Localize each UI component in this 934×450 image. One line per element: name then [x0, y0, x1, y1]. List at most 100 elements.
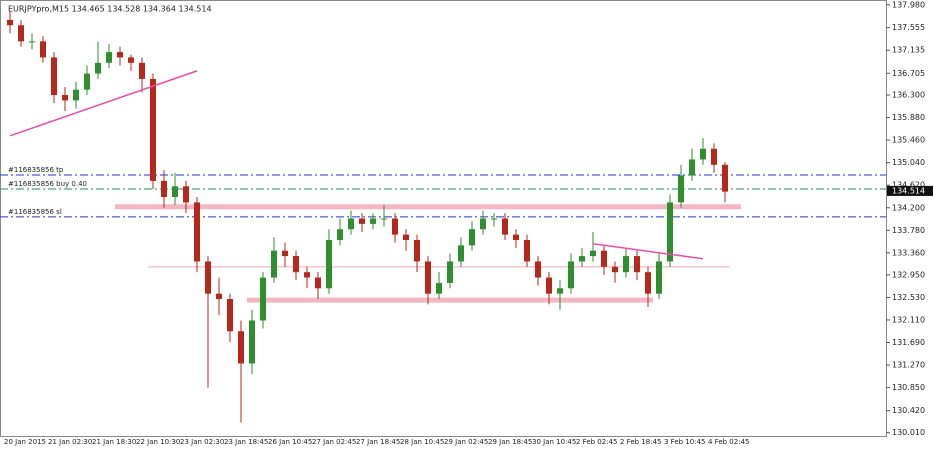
candle-body [238, 331, 244, 364]
candle-body [502, 218, 508, 235]
y-tick-label: 137.555 [892, 23, 925, 32]
y-tick-label: 136.705 [892, 69, 925, 78]
y-tick-label: 131.270 [892, 361, 925, 370]
candle-body [634, 256, 640, 273]
candle-body [612, 266, 618, 273]
candle-body [557, 288, 563, 294]
candle-body [491, 218, 497, 220]
candle-body [678, 175, 684, 203]
x-tick-label: 21 Jan 02:30 [48, 438, 92, 446]
candle-body [7, 19, 13, 26]
candle-body [205, 261, 211, 294]
y-tick-label: 135.880 [892, 113, 925, 122]
candle-body [700, 148, 706, 160]
plot-frame [0, 0, 887, 437]
x-tick-label: 21 Jan 18:30 [92, 438, 136, 446]
candle-body [150, 78, 156, 181]
candle-body [645, 272, 651, 294]
y-tick-label: 135.460 [892, 136, 925, 145]
candle-body [590, 250, 596, 257]
y-tick-label: 137.980 [892, 0, 925, 9]
candle-body [326, 239, 332, 289]
x-tick-label: 23 Jan 02:30 [180, 438, 224, 446]
trendline [592, 242, 704, 260]
candle-body [623, 256, 629, 273]
candle-body [304, 272, 310, 278]
y-tick-label: 131.690 [892, 338, 925, 347]
candle-body [117, 52, 123, 58]
x-tick-label: 20 Jan 2015 [4, 438, 46, 446]
y-tick-label: 132.110 [892, 315, 925, 324]
candle-body [128, 57, 134, 63]
order-label: #116835856 buy 0.40 [8, 180, 87, 188]
candle-body [513, 234, 519, 240]
x-tick-label: 29 Jan 18:45 [488, 438, 532, 446]
candle-body [337, 229, 343, 240]
y-tick-label: 134.620 [892, 181, 925, 190]
y-tick-label: 132.530 [892, 293, 925, 302]
candle-body [392, 218, 398, 235]
candle-body [425, 261, 431, 294]
order-label: #116835856 tp [8, 166, 64, 174]
y-tick-label: 130.010 [892, 428, 925, 437]
candle-body [601, 250, 607, 267]
candle-body [106, 52, 112, 63]
candle-body [359, 218, 365, 224]
x-tick-label: 23 Jan 18:45 [224, 438, 268, 446]
current-price-label: 134.514 [892, 186, 925, 195]
x-tick-label: 27 Jan 18:45 [356, 438, 400, 446]
candle-body [711, 148, 717, 165]
y-tick-label: 135.040 [892, 158, 925, 167]
candle-body [403, 234, 409, 240]
x-tick-label: 28 Jan 10:45 [400, 438, 444, 446]
y-tick-label: 137.135 [892, 46, 925, 55]
candle-body [29, 41, 35, 43]
candle-body [535, 261, 541, 278]
y-tick-label: 134.200 [892, 203, 925, 212]
candle-body [51, 57, 57, 96]
candle-body [689, 159, 695, 176]
candle-body [370, 218, 376, 224]
candle-body [524, 239, 530, 262]
x-tick-label: 29 Jan 02:45 [444, 438, 488, 446]
candle-body [579, 256, 585, 262]
candle-body [293, 256, 299, 273]
candle-body [40, 41, 46, 58]
candle-body [568, 261, 574, 289]
x-tick-label: 4 Feb 02:45 [708, 438, 749, 446]
y-tick-label: 130.850 [892, 383, 925, 392]
candle-body [436, 282, 442, 294]
candle-body [62, 95, 68, 101]
candle-body [656, 261, 662, 294]
candle-body [73, 89, 79, 101]
x-tick-label: 2 Feb 02:45 [576, 438, 617, 446]
candle-body [194, 202, 200, 262]
candle-body [271, 250, 277, 278]
x-tick-label: 27 Jan 02:45 [312, 438, 356, 446]
candle-body [216, 293, 222, 300]
current-price-box [887, 185, 933, 196]
candle-body [139, 62, 145, 79]
y-tick-label: 132.950 [892, 270, 925, 279]
candle-body [546, 277, 552, 294]
candle-body [282, 250, 288, 257]
order-label: #116835856 sl [8, 208, 62, 216]
candle-body [381, 218, 387, 220]
y-tick-label: 133.360 [892, 248, 925, 257]
x-tick-label: 22 Jan 10:30 [136, 438, 180, 446]
candle-body [172, 186, 178, 198]
chart-title: EURJPYpro,M15 134.465 134.528 134.364 13… [8, 5, 212, 14]
candle-body [469, 229, 475, 246]
candle-body [348, 218, 354, 230]
y-tick-label: 130.420 [892, 406, 925, 415]
candle-body [161, 180, 167, 198]
y-tick-label: 133.780 [892, 226, 925, 235]
candle-body [84, 73, 90, 90]
candle-body [458, 245, 464, 262]
candle-body [315, 277, 321, 289]
candle-body [722, 164, 728, 192]
candle-body [227, 299, 233, 332]
x-tick-label: 2 Feb 18:45 [620, 438, 661, 446]
trendline [9, 70, 198, 137]
